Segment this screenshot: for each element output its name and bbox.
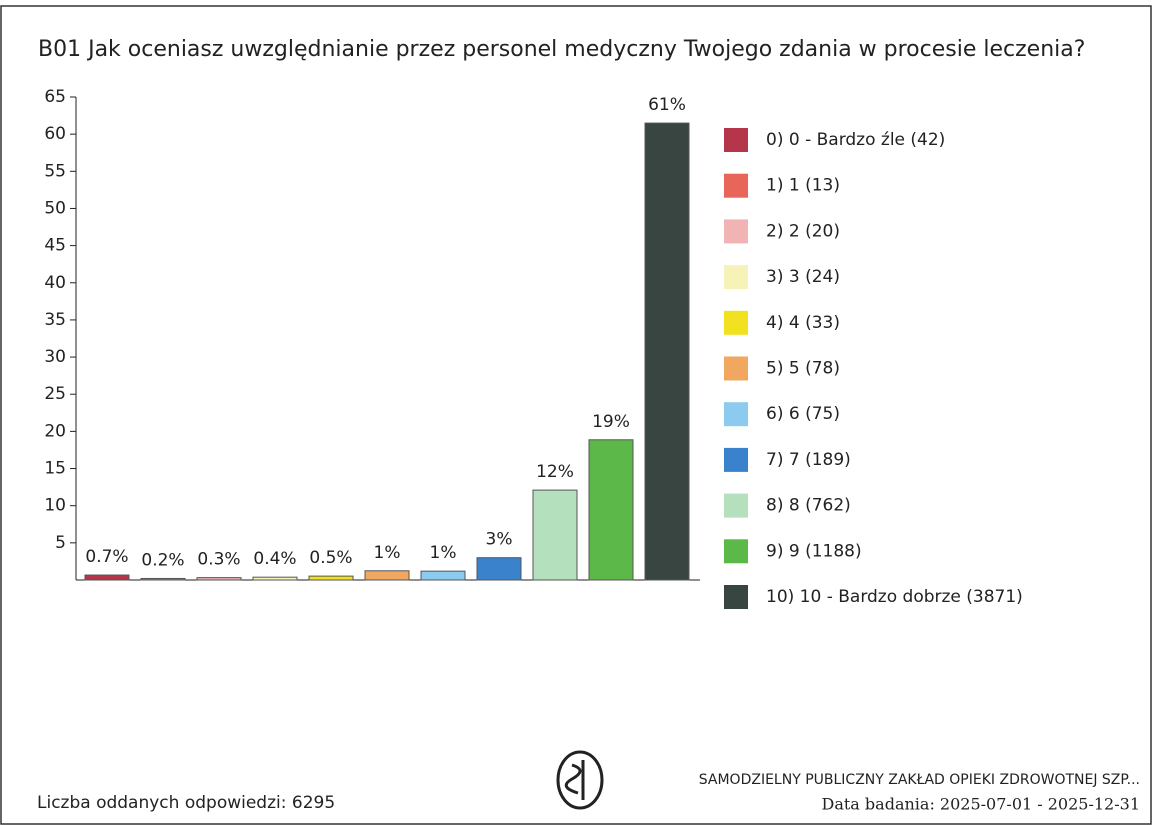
value-label: 0.2% — [141, 550, 184, 570]
footer-org: SAMODZIELNY PUBLICZNY ZAKŁAD OPIEKI ZDRO… — [699, 772, 1140, 788]
legend-label: 5) 5 (78) — [766, 359, 840, 379]
value-label: 61% — [648, 95, 686, 115]
legend-swatch — [724, 539, 748, 564]
bar — [532, 489, 578, 581]
legend-swatch — [724, 173, 748, 198]
frame — [0, 5, 1152, 825]
y-tick-label: 50 — [44, 198, 66, 218]
logo — [556, 750, 604, 810]
y-tick-label: 20 — [44, 421, 66, 441]
legend-label: 3) 3 (24) — [766, 267, 840, 287]
bar — [196, 577, 242, 581]
y-tick-label: 55 — [44, 161, 66, 181]
bar — [588, 439, 634, 581]
legend-swatch — [724, 219, 748, 244]
y-tick-label: 30 — [44, 347, 66, 367]
footer-date: Data badania: 2025-07-01 - 2025-12-31 — [822, 795, 1141, 814]
bar — [644, 122, 690, 581]
legend-swatch — [724, 265, 748, 290]
value-label: 1% — [374, 543, 401, 563]
y-tick-label: 15 — [44, 459, 66, 479]
bar — [84, 574, 130, 581]
bar — [308, 575, 354, 581]
bar — [420, 570, 466, 581]
legend-label: 1) 1 (13) — [766, 176, 840, 196]
legend-label: 0) 0 - Bardzo źle (42) — [766, 130, 945, 150]
footer-count: Liczba oddanych odpowiedzi: 6295 — [37, 793, 335, 813]
y-tick-label: 10 — [44, 496, 66, 516]
value-label: 0.4% — [253, 549, 296, 569]
legend-swatch — [724, 585, 748, 609]
legend-label: 2) 2 (20) — [766, 221, 840, 241]
y-tick-label: 65 — [44, 87, 66, 107]
value-label: 3% — [486, 530, 513, 550]
legend-swatch — [724, 356, 748, 381]
legend-swatch — [724, 128, 748, 152]
y-tick-label: 35 — [44, 310, 66, 330]
legend-swatch — [724, 447, 748, 472]
chart-title: B01 Jak oceniasz uwzględnianie przez per… — [38, 37, 1085, 62]
value-label: 19% — [592, 412, 630, 432]
y-tick-label: 60 — [44, 124, 66, 144]
bar — [252, 576, 298, 581]
legend-swatch — [724, 310, 748, 335]
legend-swatch — [724, 493, 748, 518]
value-label: 1% — [430, 543, 457, 563]
value-label: 0.5% — [309, 548, 352, 568]
legend-label: 8) 8 (762) — [766, 496, 851, 516]
y-tick-label: 40 — [44, 273, 66, 293]
y-tick-label: 5 — [55, 533, 66, 553]
y-tick-label: 45 — [44, 236, 66, 256]
value-label: 12% — [536, 462, 574, 482]
value-label: 0.3% — [197, 550, 240, 570]
legend-label: 9) 9 (1188) — [766, 541, 862, 561]
legend-label: 10) 10 - Bardzo dobrze (3871) — [766, 587, 1023, 607]
legend-label: 4) 4 (33) — [766, 313, 840, 333]
legend-label: 6) 6 (75) — [766, 404, 840, 424]
legend-swatch — [724, 402, 748, 427]
legend-label: 7) 7 (189) — [766, 450, 851, 470]
bar — [364, 570, 410, 581]
value-label: 0.7% — [85, 547, 128, 567]
y-tick-label: 25 — [44, 384, 66, 404]
bar — [476, 557, 522, 581]
bar — [140, 577, 186, 581]
